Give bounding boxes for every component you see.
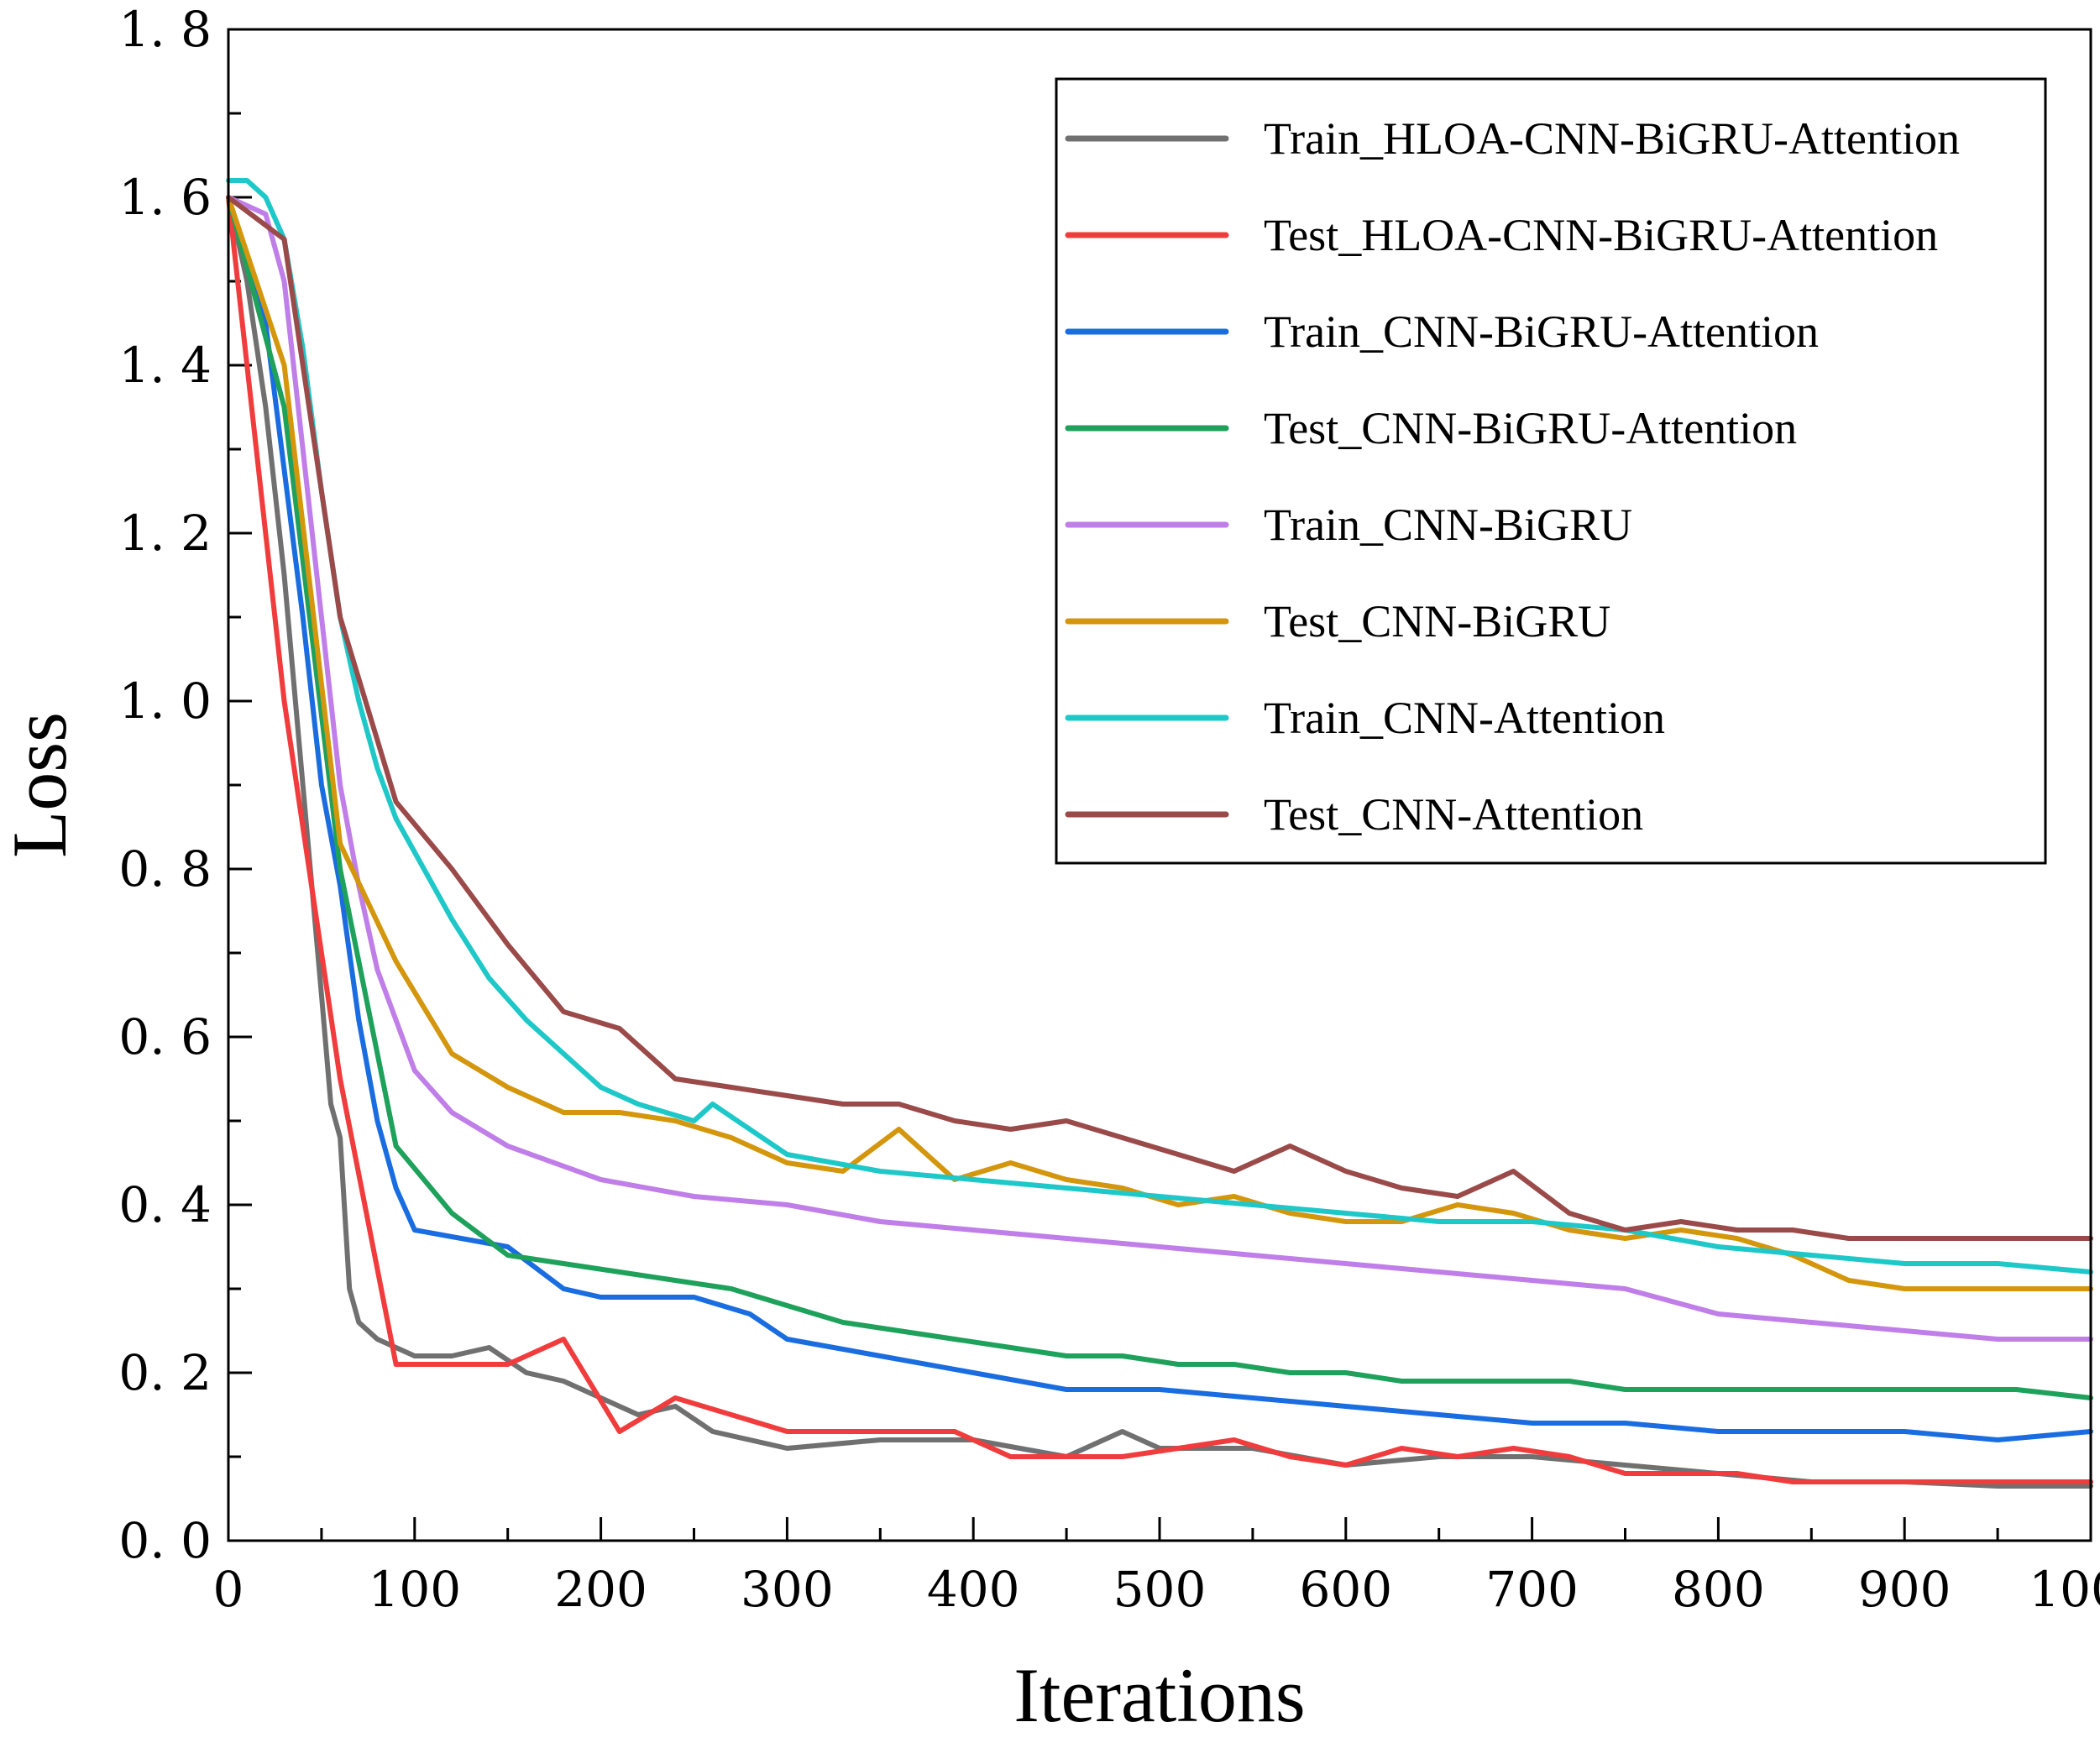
series-line-test-cnn-bigru-attention (226, 195, 2093, 1400)
x-tick-label: 400 (927, 1561, 1020, 1618)
x-tick-label: 0 (213, 1561, 244, 1618)
series-line-test-hloa-cnn-bigru-attention (226, 195, 2093, 1484)
axis-ticks: 0 100 200 300 400 500 600 700 800 900 1000 0. 0 0. 2… (118, 1, 2100, 1618)
y-tick-label: 1. 2 (118, 505, 212, 562)
x-tick-label: 600 (1299, 1561, 1392, 1618)
y-tick-label: 0. 8 (118, 840, 212, 898)
legend-label-test-cnn-bigru: Test_CNN-BiGRU (1264, 596, 1610, 646)
series-line-train-hloa-cnn-bigru-attention (226, 195, 2093, 1489)
y-tick-label: 0. 0 (118, 1512, 212, 1569)
plot-frame (227, 28, 2092, 1542)
legend-label-test-hloa-cnn-bigru-attention: Test_HLOA-CNN-BiGRU-Attention (1264, 210, 1938, 260)
x-tick-label: 1000 (2029, 1561, 2100, 1618)
x-tick-label: 800 (1672, 1561, 1765, 1618)
legend-label-train-cnn-attention: Train_CNN-Attention (1264, 693, 1665, 743)
y-tick-label: 0. 6 (118, 1008, 212, 1065)
legend-label-train-hloa-cnn-bigru-attention: Train_HLOA-CNN-BiGRU-Attention (1264, 113, 1960, 164)
series-lines (226, 178, 2093, 1489)
legend-label-test-cnn-bigru-attention: Test_CNN-BiGRU-Attention (1264, 403, 1797, 453)
y-tick-label: 1. 6 (118, 169, 212, 226)
series-line-train-cnn-bigru-attention (226, 195, 2093, 1442)
legend: Train_HLOA-CNN-BiGRU-Attention Test_HLOA-… (1055, 77, 2047, 865)
legend-box (1055, 77, 2047, 865)
y-tick-label: 1. 8 (118, 1, 212, 58)
series-line-test-cnn-bigru (226, 195, 2093, 1291)
x-tick-label: 200 (554, 1561, 647, 1618)
y-tick-label: 1. 4 (118, 337, 212, 394)
series-line-test-cnn-attention (226, 195, 2093, 1241)
x-tick-label: 300 (741, 1561, 834, 1618)
y-axis-title: Loss (0, 712, 82, 858)
y-tick-label: 0. 4 (118, 1176, 212, 1233)
x-axis-title: Iterations (1013, 1652, 1305, 1738)
series-line-train-cnn-bigru (226, 195, 2093, 1342)
legend-label-test-cnn-attention: Test_CNN-Attention (1264, 789, 1643, 840)
x-tick-label: 100 (368, 1561, 461, 1618)
x-tick-label: 500 (1113, 1561, 1207, 1618)
legend-label-train-cnn-bigru: Train_CNN-BiGRU (1264, 500, 1632, 550)
y-tick-label: 0. 2 (118, 1344, 212, 1401)
legend-label-train-cnn-bigru-attention: Train_CNN-BiGRU-Attention (1264, 306, 1819, 357)
y-tick-label: 1. 0 (118, 673, 212, 730)
x-tick-label: 700 (1485, 1561, 1579, 1618)
x-tick-label: 900 (1858, 1561, 1951, 1618)
